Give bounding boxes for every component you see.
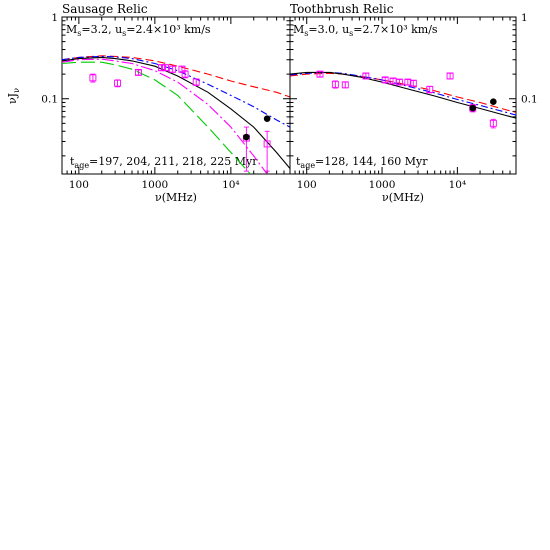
data-point-square — [489, 119, 497, 127]
data-point-square — [395, 78, 403, 86]
age-label: tage=197, 204, 211, 218, 225 Myr — [70, 155, 258, 170]
data-point-dot — [243, 133, 250, 141]
series-line-3 — [62, 58, 268, 174]
y-tick-label: 0.1 — [521, 94, 538, 106]
shock-params: Ms=3.0, us=2.7×10³ km/s — [293, 23, 438, 38]
y-tick-label: 1 — [51, 12, 58, 24]
x-axis-label: ν(MHz) — [155, 191, 197, 204]
age-label: tage=128, 144, 160 Myr — [296, 155, 428, 170]
data-point-dot — [490, 98, 497, 105]
data-point-square — [162, 64, 169, 72]
data-point-square — [409, 79, 417, 87]
y-axis-label: νJν — [6, 88, 21, 104]
data-point-square — [192, 78, 200, 86]
data-point-square — [181, 70, 189, 78]
panel-toothbrush-relic: Toothbrush Relic Ms=3.0, us=2.7×10³ km/s… — [289, 2, 538, 204]
data-point-dot — [469, 104, 477, 112]
data-point-square — [404, 78, 412, 86]
data-point-square — [331, 80, 339, 88]
x-tick-label: 1000 — [369, 179, 396, 191]
x-tick-label: 10⁴ — [449, 179, 467, 191]
series-line-1 — [62, 55, 290, 128]
data-point-square — [134, 68, 142, 76]
panel-sausage-relic: Sausage Relic Ms=3.2, us=2.4×10³ km/s ta… — [6, 2, 291, 204]
series-line-2 — [62, 56, 290, 169]
plot-frame — [289, 16, 517, 175]
x-tick-label: 1000 — [141, 179, 168, 191]
x-tick-label: 100 — [69, 179, 89, 191]
data-point-square — [316, 70, 324, 78]
x-axis-label: ν(MHz) — [382, 191, 424, 204]
y-tick-label: 1 — [521, 12, 528, 24]
data-point-square — [446, 72, 454, 80]
x-tick-label: 100 — [297, 179, 317, 191]
series-line-4 — [62, 61, 251, 174]
x-tick-label: 10⁴ — [222, 179, 240, 191]
shock-params: Ms=3.2, us=2.4×10³ km/s — [66, 23, 211, 38]
data-point-dot — [263, 115, 271, 122]
data-point-square — [341, 81, 349, 89]
plot-frame — [61, 16, 291, 175]
series-line-2 — [290, 71, 516, 119]
data-point-square — [381, 76, 389, 84]
data-point-square — [114, 79, 122, 87]
panel-title: Toothbrush Relic — [290, 2, 394, 16]
panel-title: Sausage Relic — [62, 2, 148, 16]
data-point-square — [89, 74, 97, 82]
data-point-square — [263, 140, 271, 148]
data-point-square — [169, 65, 177, 73]
data-point-square — [362, 72, 370, 80]
data-point-square — [158, 64, 165, 72]
data-point-square — [426, 85, 434, 93]
y-tick-label: 0.1 — [41, 94, 58, 106]
series-line-0 — [290, 72, 516, 113]
